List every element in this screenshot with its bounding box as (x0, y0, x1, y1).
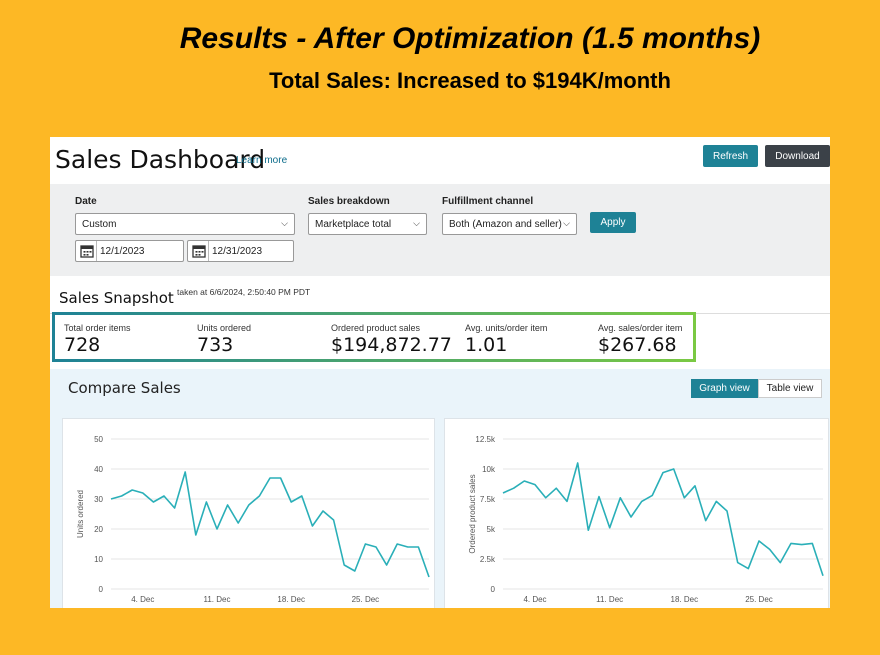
learn-more-link[interactable]: Learn more (236, 155, 288, 166)
compare-sales-title: Compare Sales (68, 379, 181, 397)
page-title: Sales Dashboard (55, 145, 266, 174)
y-tick-label: 0 (99, 585, 104, 594)
headline-subtitle: Total Sales: Increased to $194K/month (269, 68, 671, 93)
metric-value: 1.01 (465, 334, 508, 356)
units-ordered-chart: 0 10 20 30 40 50 4. Dec 11. Dec 18. Dec 25. Dec Un… (76, 435, 430, 604)
metric-label: Units ordered (197, 323, 252, 333)
date-select[interactable]: Custom ⌵ (75, 213, 295, 235)
chevron-down-icon: ⌵ (563, 218, 570, 228)
compare-sales-section: Compare Sales Graph view Table view 0 10 2… (50, 369, 830, 608)
y-tick-label: 10k (482, 465, 496, 474)
metric-value: 733 (197, 334, 234, 356)
graph-view-button[interactable]: Graph view (691, 379, 758, 398)
metric-label: Avg. units/order item (465, 323, 548, 333)
y-axis-label: Ordered product sales (468, 474, 477, 553)
calendar-icon (80, 245, 94, 258)
y-tick-label: 10 (94, 555, 103, 564)
metric-value: $194,872.77 (331, 334, 452, 356)
x-tick-label: 18. Dec (671, 595, 699, 604)
filter-bar: Date Custom ⌵ 12/1/2023 12/31/2023 Sales… (50, 184, 830, 276)
channel-select-value: Both (Amazon and seller) (449, 218, 562, 230)
start-date-value: 12/1/2023 (100, 246, 145, 257)
channel-select[interactable]: Both (Amazon and seller) ⌵ (442, 213, 577, 235)
end-date-value: 12/31/2023 (212, 246, 263, 257)
channel-label: Fulfillment channel (442, 196, 534, 207)
y-tick-label: 30 (94, 495, 103, 504)
x-tick-label: 18. Dec (277, 595, 305, 604)
end-date-input[interactable]: 12/31/2023 (187, 240, 294, 262)
series-line (110, 471, 430, 578)
y-tick-label: 20 (94, 525, 103, 534)
y-tick-label: 0 (491, 585, 496, 594)
metric-avg-sales: Avg. sales/order item $267.68 (598, 323, 682, 356)
series-line (502, 462, 824, 577)
x-tick-label: 25. Dec (745, 595, 773, 604)
y-tick-label: 7.5k (480, 495, 496, 504)
metric-avg-units: Avg. units/order item 1.01 (465, 323, 547, 356)
snapshot-timestamp: taken at 6/6/2024, 2:50:40 PM PDT (177, 287, 311, 297)
dashboard-screenshot: Sales Dashboard Learn more Refresh Downl… (50, 137, 830, 608)
x-tick-label: 11. Dec (596, 595, 623, 604)
x-tick-label: 4. Dec (523, 595, 546, 604)
y-tick-label: 2.5k (480, 555, 496, 564)
headline-title: Results - After Optimization (1.5 months… (179, 22, 761, 55)
x-tick-label: 25. Dec (352, 595, 380, 604)
metric-value: $267.68 (598, 334, 677, 356)
breakdown-select[interactable]: Marketplace total ⌵ (308, 213, 427, 235)
refresh-button[interactable]: Refresh (703, 145, 758, 167)
metric-total-order-items: Total order items 728 (64, 323, 131, 356)
x-tick-label: 11. Dec (204, 595, 231, 604)
download-button[interactable]: Download (765, 145, 830, 167)
snapshot-metrics: Total order items 728 Units ordered 733 … (52, 312, 696, 362)
metric-value: 728 (64, 334, 101, 356)
y-tick-label: 50 (94, 435, 103, 444)
metric-units-ordered: Units ordered 733 (197, 323, 251, 356)
y-tick-label: 5k (487, 525, 496, 534)
start-date-input[interactable]: 12/1/2023 (75, 240, 184, 262)
y-axis-label: Units ordered (76, 490, 85, 538)
units-chart-panel: 0 10 20 30 40 50 4. Dec 11. Dec 18. Dec 25. Dec Un… (62, 418, 435, 608)
table-view-button[interactable]: Table view (758, 379, 822, 398)
calendar-icon (192, 245, 206, 258)
metric-label: Ordered product sales (331, 323, 421, 333)
metric-label: Avg. sales/order item (598, 323, 683, 333)
y-tick-label: 12.5k (475, 435, 496, 444)
date-select-value: Custom (82, 218, 117, 230)
x-tick-label: 4. Dec (131, 595, 154, 604)
apply-button[interactable]: Apply (590, 212, 636, 233)
y-tick-label: 40 (94, 465, 103, 474)
chevron-down-icon: ⌵ (413, 218, 420, 228)
sales-chart-panel: 0 2.5k 5k 7.5k 10k 12.5k 4. Dec 11. Dec 18. Dec 2… (444, 418, 829, 608)
snapshot-title: Sales Snapshot (59, 289, 174, 307)
metric-label: Total order items (64, 323, 131, 333)
breakdown-select-value: Marketplace total (315, 218, 392, 230)
chevron-down-icon: ⌵ (281, 218, 288, 228)
metric-ordered-product-sales: Ordered product sales $194,872.77 (331, 323, 452, 356)
date-label: Date (75, 196, 97, 207)
breakdown-label: Sales breakdown (308, 196, 390, 207)
product-sales-chart: 0 2.5k 5k 7.5k 10k 12.5k 4. Dec 11. Dec 18. Dec 2… (468, 435, 824, 604)
